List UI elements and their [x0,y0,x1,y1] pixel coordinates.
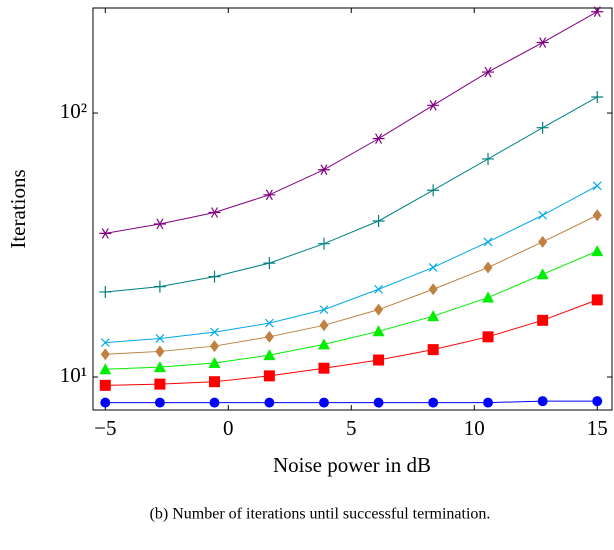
marker [483,237,493,247]
marker [263,189,276,201]
x-tick-label: 0 [223,416,234,440]
marker [263,349,276,361]
marker [483,397,494,408]
marker [317,338,330,350]
marker [591,6,604,18]
marker [427,344,439,356]
marker [427,99,440,111]
marker [372,214,385,227]
series-line [105,185,598,344]
marker [154,397,165,408]
series-line [105,214,598,355]
marker [155,334,165,343]
marker [537,396,548,407]
marker [428,263,438,272]
marker [373,397,384,408]
marker [482,331,494,343]
marker [591,245,604,257]
marker [263,370,275,382]
marker [153,280,166,293]
series-line [105,299,598,386]
marker [319,305,329,315]
marker [318,362,330,374]
marker [428,397,439,408]
x-tick-label: 15 [587,416,608,440]
marker [591,294,603,306]
marker [538,210,548,220]
marker [100,348,110,361]
marker [592,396,603,407]
marker [99,285,112,298]
marker [482,66,495,78]
plot-frame [92,7,613,411]
marker [318,397,329,408]
marker [153,218,166,230]
marker [374,303,384,316]
marker [592,209,602,222]
marker [208,270,221,283]
series-line [105,250,598,370]
marker [372,325,385,337]
series-line [105,11,598,234]
marker [154,378,166,390]
marker [482,152,495,165]
marker [592,181,602,191]
marker [210,340,220,353]
marker [483,261,493,274]
x-tick-label: 5 [346,416,357,440]
marker [591,91,604,104]
marker [99,363,112,375]
marker [536,121,549,134]
marker [319,319,329,332]
marker [263,257,276,270]
marker [209,376,221,388]
marker [100,338,110,348]
series-line [105,400,598,404]
marker [99,228,112,239]
marker [100,397,111,408]
y-tick-label: 10² [60,99,87,123]
caption: (b) Number of iterations until successfu… [150,506,491,523]
marker [536,268,549,280]
marker [264,318,274,328]
x-tick-label: −5 [94,416,116,440]
marker [99,379,111,391]
marker [317,164,330,176]
marker [428,283,438,296]
marker [209,397,220,408]
marker [208,357,221,369]
marker [427,184,440,197]
marker [537,314,549,326]
marker [482,291,495,303]
x-axis-label: Noise power in dB [273,453,431,477]
marker [536,37,549,48]
y-tick-label: 10¹ [60,363,87,387]
marker [208,207,221,218]
marker [538,235,548,248]
y-axis-label: Iterations [6,169,30,248]
marker [210,327,219,337]
x-tick-label: 10 [464,416,485,440]
marker [264,397,275,408]
marker [373,354,385,366]
marker [372,133,385,144]
series-line [105,96,598,293]
marker [317,237,330,250]
marker [374,284,383,294]
marker [264,330,274,343]
marker [155,345,165,358]
marker [153,361,166,373]
marker [427,310,440,322]
